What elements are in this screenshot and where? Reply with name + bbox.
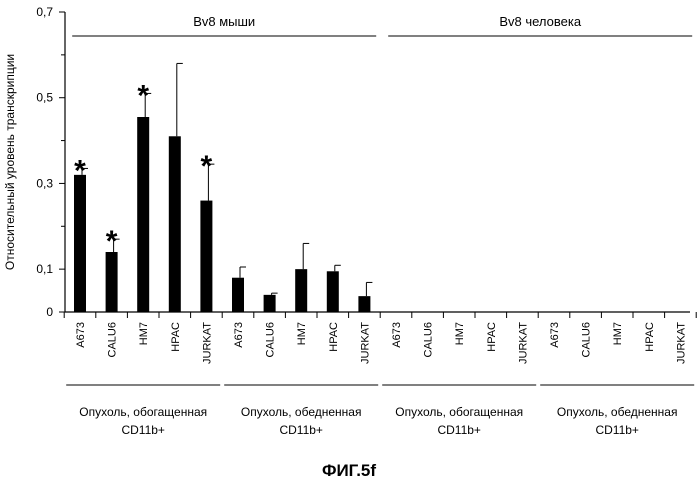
species-group-label: Bv8 человека bbox=[499, 14, 582, 29]
bar bbox=[74, 175, 86, 312]
category-label: JURKAT bbox=[675, 322, 687, 364]
bar bbox=[169, 136, 181, 312]
tissue-group-label-line2: CD11b+ bbox=[121, 423, 164, 437]
y-tick-label: 0,7 bbox=[36, 5, 53, 19]
category-label: CALU6 bbox=[581, 322, 593, 357]
y-tick-label: 0,5 bbox=[36, 91, 53, 105]
significance-star: * bbox=[106, 225, 118, 258]
tissue-group-label-line2: CD11b+ bbox=[437, 423, 480, 437]
category-label: A673 bbox=[75, 322, 87, 348]
category-label: JURKAT bbox=[201, 322, 213, 364]
category-label: HM7 bbox=[612, 322, 624, 345]
tissue-group-label-line2: CD11b+ bbox=[279, 423, 322, 437]
tissue-group-label-line1: Опухоль, обогащенная bbox=[79, 405, 207, 419]
axes bbox=[64, 12, 696, 318]
category-label: CALU6 bbox=[107, 322, 119, 357]
category-label: A673 bbox=[549, 322, 561, 348]
category-label: A673 bbox=[391, 322, 403, 348]
category-label: HPAC bbox=[328, 322, 340, 352]
species-group-label: Bv8 мыши bbox=[193, 14, 255, 29]
bar bbox=[295, 269, 307, 312]
tissue-group-label-line2: CD11b+ bbox=[595, 423, 638, 437]
y-axis-label-group: Относительный уровень транскрипции bbox=[3, 54, 17, 270]
category-label: CALU6 bbox=[265, 322, 277, 357]
bar bbox=[106, 252, 118, 312]
tissue-group-label-line1: Опухоль, обедненная bbox=[557, 405, 678, 419]
y-axis-ticks: 0 0,1 0,3 0,5 0,7 bbox=[36, 5, 65, 319]
category-labels: A673 CALU6 HM7 HPAC JURKAT A673 CALU6 HM7 HPAC JU… bbox=[75, 322, 687, 364]
bars bbox=[74, 117, 370, 312]
tissue-group-label-line1: Опухоль, обедненная bbox=[241, 405, 362, 419]
tissue-group-label-line1: Опухоль, обогащенная bbox=[395, 405, 523, 419]
significance-star: * bbox=[74, 154, 86, 187]
tissue-groups: Опухоль, обогащенная CD11b+ Опухоль, обедн… bbox=[66, 385, 694, 437]
y-tick-label: 0,1 bbox=[36, 262, 53, 276]
error-bars bbox=[82, 63, 372, 296]
category-label: JURKAT bbox=[359, 322, 371, 364]
bar bbox=[327, 271, 339, 312]
category-label: CALU6 bbox=[423, 322, 435, 357]
bar bbox=[200, 201, 212, 312]
y-axis-label: Относительный уровень транскрипции bbox=[3, 54, 17, 270]
species-groups: Bv8 мыши Bv8 человека bbox=[72, 14, 692, 36]
category-label: HPAC bbox=[644, 322, 656, 352]
significance-star: * bbox=[201, 150, 213, 183]
figure-label: ФИГ.5f bbox=[322, 461, 376, 480]
category-label: HM7 bbox=[296, 322, 308, 345]
bar bbox=[264, 295, 276, 312]
category-label: A673 bbox=[233, 322, 245, 348]
category-label: HPAC bbox=[170, 322, 182, 352]
category-label: HM7 bbox=[138, 322, 150, 345]
category-label: HPAC bbox=[486, 322, 498, 352]
y-tick-label: 0 bbox=[46, 305, 53, 319]
category-label: HM7 bbox=[454, 322, 466, 345]
bar bbox=[137, 117, 149, 312]
category-label: JURKAT bbox=[517, 322, 529, 364]
y-tick-label: 0,3 bbox=[36, 176, 53, 190]
bar bbox=[232, 278, 244, 312]
bar bbox=[358, 296, 370, 312]
significance-star: * bbox=[137, 79, 149, 112]
